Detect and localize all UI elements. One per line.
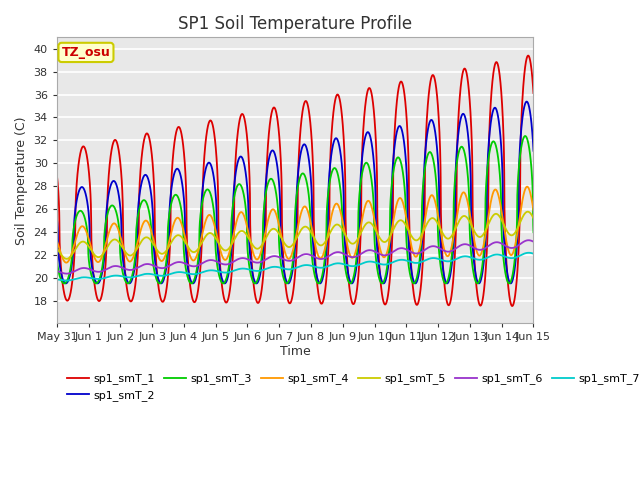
sp1_smT_1 bbox=[155, 287, 163, 293]
Line: sp1_smT_3: sp1_smT_3 bbox=[57, 136, 534, 283]
sp1_smT_7 bbox=[349, 263, 357, 269]
sp1_smT_7 bbox=[53, 276, 61, 282]
sp1_smT_2 bbox=[523, 99, 531, 105]
sp1_smT_6 bbox=[484, 243, 492, 249]
sp1_smT_1 bbox=[341, 168, 349, 174]
sp1_smT_2 bbox=[341, 242, 349, 248]
sp1_smT_3 bbox=[484, 157, 492, 163]
sp1_smT_5 bbox=[53, 245, 61, 251]
sp1_smT_1 bbox=[508, 303, 516, 309]
sp1_smT_3 bbox=[349, 275, 357, 280]
sp1_smT_4 bbox=[53, 238, 61, 243]
Line: sp1_smT_7: sp1_smT_7 bbox=[57, 253, 534, 281]
sp1_smT_7 bbox=[341, 262, 349, 267]
sp1_smT_1 bbox=[524, 53, 532, 59]
Title: SP1 Soil Temperature Profile: SP1 Soil Temperature Profile bbox=[178, 15, 412, 33]
sp1_smT_4 bbox=[530, 207, 538, 213]
sp1_smT_1 bbox=[186, 281, 194, 287]
sp1_smT_5 bbox=[529, 215, 537, 221]
sp1_smT_7 bbox=[525, 250, 532, 256]
sp1_smT_6 bbox=[53, 268, 61, 274]
sp1_smT_3 bbox=[186, 279, 194, 285]
sp1_smT_4 bbox=[529, 206, 537, 212]
sp1_smT_5 bbox=[530, 216, 538, 221]
sp1_smT_1 bbox=[530, 90, 538, 96]
Line: sp1_smT_2: sp1_smT_2 bbox=[57, 102, 534, 283]
sp1_smT_3 bbox=[341, 264, 349, 270]
sp1_smT_4 bbox=[484, 214, 492, 219]
sp1_smT_4 bbox=[349, 254, 357, 260]
sp1_smT_2 bbox=[186, 276, 194, 281]
sp1_smT_6 bbox=[530, 239, 538, 244]
sp1_smT_3 bbox=[155, 280, 163, 286]
sp1_smT_6 bbox=[186, 263, 194, 268]
sp1_smT_1 bbox=[529, 88, 537, 94]
sp1_smT_1 bbox=[53, 172, 61, 178]
Line: sp1_smT_5: sp1_smT_5 bbox=[57, 212, 534, 259]
sp1_smT_3 bbox=[530, 229, 538, 235]
sp1_smT_5 bbox=[524, 209, 532, 215]
sp1_smT_2 bbox=[484, 146, 492, 152]
sp1_smT_4 bbox=[62, 260, 70, 265]
sp1_smT_4 bbox=[186, 253, 194, 259]
sp1_smT_2 bbox=[412, 280, 419, 286]
Line: sp1_smT_1: sp1_smT_1 bbox=[57, 56, 534, 306]
sp1_smT_7 bbox=[529, 251, 537, 256]
Y-axis label: Soil Temperature (C): Soil Temperature (C) bbox=[15, 116, 28, 245]
sp1_smT_7 bbox=[62, 278, 70, 284]
sp1_smT_7 bbox=[156, 273, 163, 278]
Line: sp1_smT_4: sp1_smT_4 bbox=[57, 187, 534, 263]
sp1_smT_1 bbox=[484, 204, 492, 210]
sp1_smT_6 bbox=[525, 237, 532, 243]
Legend: sp1_smT_1, sp1_smT_2, sp1_smT_3, sp1_smT_4, sp1_smT_5, sp1_smT_6, sp1_smT_7: sp1_smT_1, sp1_smT_2, sp1_smT_3, sp1_smT… bbox=[62, 369, 640, 405]
sp1_smT_2 bbox=[155, 278, 163, 284]
sp1_smT_4 bbox=[156, 255, 163, 261]
sp1_smT_3 bbox=[529, 226, 537, 232]
sp1_smT_1 bbox=[349, 301, 357, 307]
sp1_smT_3 bbox=[188, 280, 195, 286]
sp1_smT_7 bbox=[484, 254, 492, 260]
sp1_smT_2 bbox=[530, 148, 538, 154]
sp1_smT_5 bbox=[156, 250, 163, 255]
sp1_smT_4 bbox=[524, 184, 531, 190]
sp1_smT_3 bbox=[53, 257, 61, 263]
sp1_smT_6 bbox=[341, 252, 349, 257]
sp1_smT_7 bbox=[530, 251, 538, 256]
Text: TZ_osu: TZ_osu bbox=[61, 46, 110, 59]
sp1_smT_7 bbox=[186, 271, 194, 277]
Line: sp1_smT_6: sp1_smT_6 bbox=[57, 240, 534, 274]
sp1_smT_6 bbox=[349, 254, 357, 260]
sp1_smT_2 bbox=[349, 279, 357, 285]
sp1_smT_6 bbox=[156, 265, 163, 271]
sp1_smT_5 bbox=[341, 232, 349, 238]
sp1_smT_6 bbox=[529, 239, 537, 244]
sp1_smT_2 bbox=[53, 214, 61, 220]
sp1_smT_6 bbox=[63, 271, 70, 276]
sp1_smT_5 bbox=[349, 240, 357, 246]
sp1_smT_5 bbox=[484, 222, 492, 228]
sp1_smT_5 bbox=[63, 256, 70, 262]
sp1_smT_4 bbox=[341, 232, 349, 238]
sp1_smT_5 bbox=[186, 247, 194, 252]
sp1_smT_3 bbox=[522, 133, 529, 139]
X-axis label: Time: Time bbox=[280, 345, 310, 358]
sp1_smT_2 bbox=[529, 145, 537, 151]
